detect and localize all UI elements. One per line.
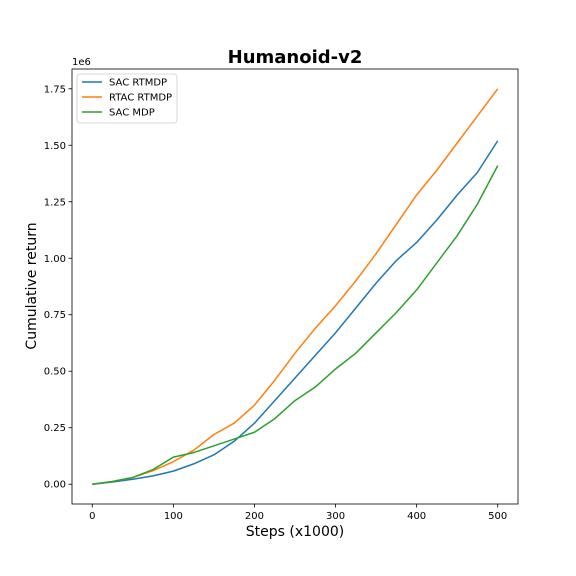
legend-label-sac-mdp: SAC MDP xyxy=(109,108,155,119)
series-line-rtac-rtmdp xyxy=(92,88,499,485)
series-layer xyxy=(92,88,499,485)
x-tick-label: 300 xyxy=(326,511,345,522)
plot-frame xyxy=(71,68,519,505)
x-axis-label: Steps (x1000) xyxy=(246,524,344,540)
y-tick-label: 1.25 xyxy=(44,197,66,208)
x-axis-ticks: 0 100 200 300 400 500 xyxy=(89,504,507,522)
x-tick-label: 0 xyxy=(89,511,95,522)
legend: SAC RTMDP RTAC RTMDP SAC MDP xyxy=(76,73,178,124)
series-line-sac-mdp xyxy=(92,165,499,485)
series-line-sac-rtmdp xyxy=(92,140,499,485)
legend-label-sac-rtmdp: SAC RTMDP xyxy=(109,78,167,89)
x-tick-label: 100 xyxy=(164,511,183,522)
x-tick-label: 200 xyxy=(245,511,264,522)
y-tick-label: 1.75 xyxy=(44,84,66,95)
plot-background xyxy=(72,69,518,504)
plot-area xyxy=(71,68,519,505)
legend-box xyxy=(76,73,178,124)
y-tick-label: 1.00 xyxy=(44,254,66,265)
legend-items: SAC RTMDP RTAC RTMDP SAC MDP xyxy=(82,78,172,119)
y-offset-text: 1e6 xyxy=(72,57,91,68)
y-axis-ticks: 0.00 0.25 0.50 0.75 1.00 1.25 1.50 1.75 xyxy=(44,84,72,491)
legend-label-rtac-rtmdp: RTAC RTMDP xyxy=(109,93,172,104)
y-axis-label: Cumulative return xyxy=(24,222,40,349)
x-tick-label: 500 xyxy=(488,511,507,522)
y-tick-label: 1.50 xyxy=(44,141,66,152)
y-tick-label: 0.50 xyxy=(44,367,66,378)
y-tick-label: 0.75 xyxy=(44,310,66,321)
y-tick-label: 0.25 xyxy=(44,423,66,434)
x-tick-label: 400 xyxy=(407,511,426,522)
y-tick-label: 0.00 xyxy=(44,480,66,491)
chart-title: Humanoid-v2 xyxy=(228,47,363,68)
